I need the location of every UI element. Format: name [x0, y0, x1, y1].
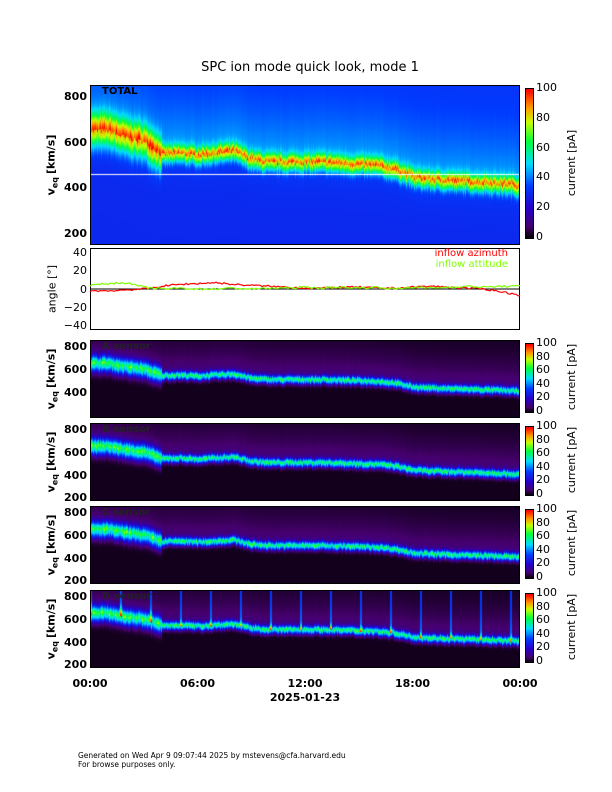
colorbar — [525, 593, 534, 663]
colorbar-tick-label: 60 — [536, 529, 550, 543]
colorbar-tick-label: 0 — [536, 230, 543, 243]
colorbar-tick-label: 100 — [536, 586, 557, 599]
colorbar-tick-label: 60 — [536, 446, 550, 460]
x-tick-label: 18:00 — [394, 677, 430, 690]
colorbar-tick-label: 40 — [536, 459, 550, 473]
colorbar-tick-label: 60 — [536, 613, 550, 627]
y-tick-label: 800 — [64, 590, 87, 604]
y-tick-label: 400 — [64, 468, 87, 482]
y-tick-label: 600 — [64, 612, 87, 626]
footer-note: For browse purposes only. — [78, 760, 176, 769]
x-tick-label: 00:00 — [72, 677, 108, 690]
colorbar-tick-label: 40 — [536, 542, 550, 556]
y-tick-label: 400 — [64, 385, 87, 399]
footer-generated: Generated on Wed Apr 9 09:07:44 2025 by … — [78, 751, 346, 760]
y-tick-label: 400 — [64, 551, 87, 565]
colorbar-tick-label: 100 — [536, 419, 557, 432]
colorbar-tick-label: 0 — [536, 654, 543, 667]
colorbar-tick-label: 60 — [536, 140, 550, 154]
colorbar-tick-label: 80 — [536, 599, 550, 613]
colorbar-tick-label: 80 — [536, 110, 550, 124]
y-tick-label: 800 — [64, 423, 87, 437]
y-tick-label: 400 — [64, 635, 87, 649]
spectrogram-total — [90, 85, 520, 245]
y-tick-label: 600 — [64, 135, 87, 149]
panel-label: TOTAL — [102, 86, 138, 97]
colorbar-tick-label: 20 — [536, 556, 550, 570]
colorbar-tick-label: 40 — [536, 170, 550, 184]
colorbar-tick-label: 40 — [536, 626, 550, 640]
y-tick-label: 800 — [64, 89, 87, 103]
colorbar-tick-label: 100 — [536, 502, 557, 515]
y-tick-label: 200 — [64, 491, 87, 505]
angle-tick-label: 0 — [80, 282, 87, 296]
colorbar-tick-label: 60 — [536, 363, 550, 377]
colorbar — [525, 509, 534, 579]
panel-label: B sensor — [102, 424, 151, 435]
x-tick-label: 12:00 — [287, 677, 323, 690]
y-tick-label: 800 — [64, 340, 87, 354]
panel-label: C sensor — [102, 507, 151, 518]
y-tick-label: 600 — [64, 445, 87, 459]
colorbar-tick-label: 40 — [536, 376, 550, 390]
y-tick-label: 600 — [64, 528, 87, 542]
y-tick-label: 200 — [64, 658, 87, 672]
legend-inflow-azimuth: inflow azimuth — [434, 248, 508, 259]
series-inflow-attitude — [89, 281, 521, 291]
x-tick-label: 00:00 — [502, 677, 538, 690]
colorbar-tick-label: 80 — [536, 432, 550, 446]
legend-inflow-attitude: inflow attitude — [435, 259, 508, 270]
panel-label: D sensor — [102, 591, 152, 602]
angle-tick-label: −20 — [63, 300, 87, 314]
x-axis-date: 2025-01-23 — [269, 691, 341, 704]
colorbar-tick-label: 20 — [536, 390, 550, 404]
colorbar — [525, 343, 534, 413]
angle-tick-label: 40 — [73, 246, 87, 260]
colorbar-tick-label: 100 — [536, 81, 557, 94]
colorbar-tick-label: 100 — [536, 336, 557, 349]
colorbar-tick-label: 80 — [536, 515, 550, 529]
y-tick-label: 600 — [64, 362, 87, 376]
y-tick-label: 200 — [64, 227, 87, 241]
chart-title: SPC ion mode quick look, mode 1 — [201, 60, 419, 75]
y-tick-label: 200 — [64, 574, 87, 588]
x-tick-label: 06:00 — [179, 677, 215, 690]
colorbar — [525, 426, 534, 496]
colorbar-tick-label: 0 — [536, 570, 543, 583]
panel-label: A sensor — [102, 341, 151, 352]
y-tick-label: 400 — [64, 181, 87, 195]
colorbar-tick-label: 20 — [536, 473, 550, 487]
angle-tick-label: −40 — [63, 318, 87, 332]
colorbar-tick-label: 80 — [536, 349, 550, 363]
colorbar — [525, 88, 534, 239]
colorbar-tick-label: 20 — [536, 200, 550, 214]
colorbar-tick-label: 0 — [536, 404, 543, 417]
y-tick-label: 800 — [64, 506, 87, 520]
colorbar-tick-label: 20 — [536, 640, 550, 654]
colorbar-tick-label: 0 — [536, 487, 543, 500]
spectrogram-d — [90, 590, 520, 668]
spectrogram-b — [90, 423, 520, 501]
spectrogram-a — [90, 340, 520, 418]
angle-tick-label: 20 — [73, 264, 87, 278]
spectrogram-c — [90, 506, 520, 584]
